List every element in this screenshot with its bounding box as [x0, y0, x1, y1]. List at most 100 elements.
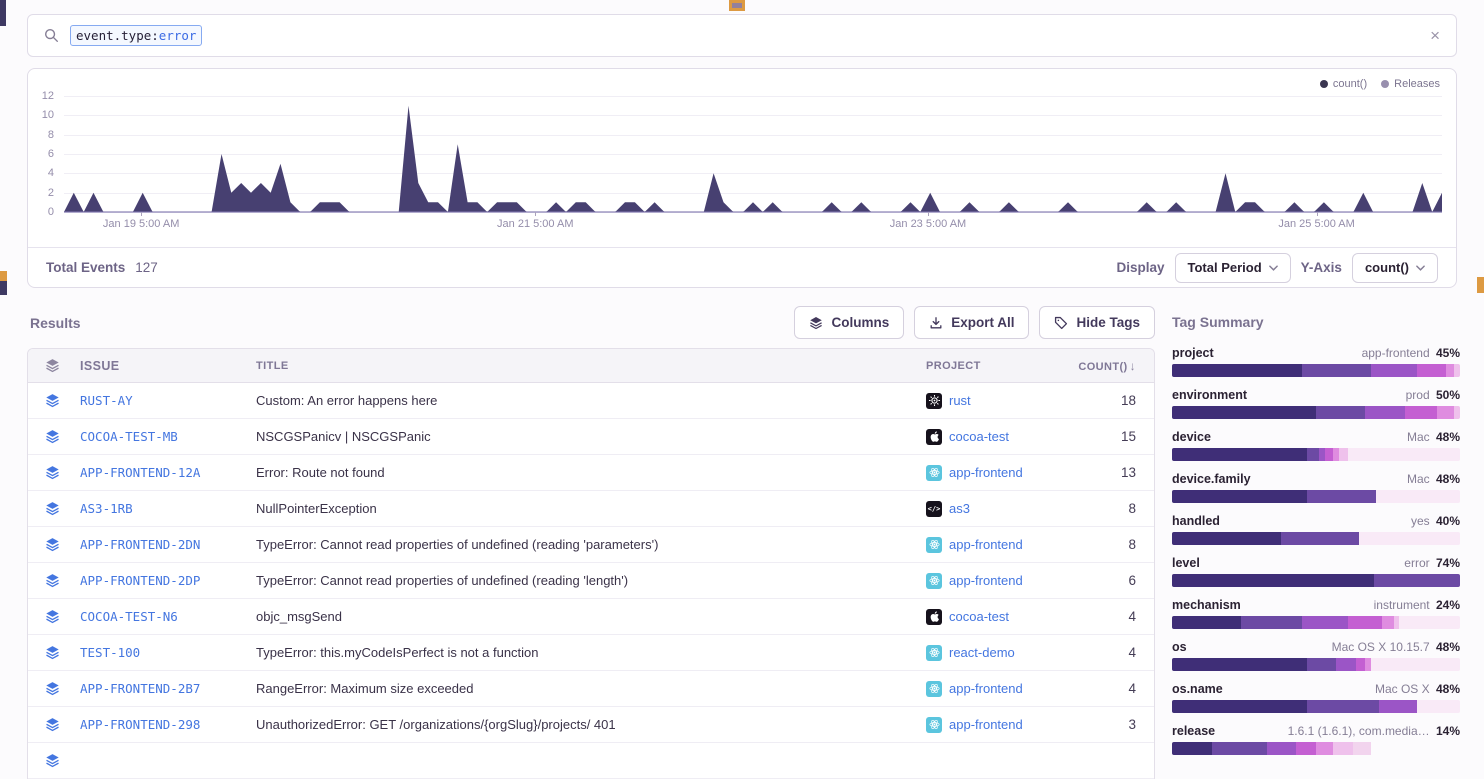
- issue-link[interactable]: APP-FRONTEND-2B7: [76, 681, 250, 696]
- tag-bar-segment[interactable]: [1172, 532, 1281, 545]
- project-link[interactable]: app-frontend: [949, 573, 1023, 588]
- tag-bar-segment[interactable]: [1307, 448, 1319, 461]
- tag-bar-segment[interactable]: [1172, 574, 1374, 587]
- tag-bar-segment[interactable]: [1172, 658, 1307, 671]
- tag-bar-segment[interactable]: [1172, 742, 1212, 755]
- hide-tags-button[interactable]: Hide Tags: [1039, 306, 1155, 339]
- table-row[interactable]: TEST-100 TypeError: this.myCodeIsPerfect…: [28, 635, 1154, 671]
- issue-link[interactable]: COCOA-TEST-MB: [76, 429, 250, 444]
- tag-bar-segment[interactable]: [1339, 448, 1348, 461]
- tag-distribution-bar[interactable]: [1172, 448, 1460, 461]
- tag-bar-segment[interactable]: [1417, 700, 1460, 713]
- table-row[interactable]: APP-FRONTEND-12A Error: Route not found …: [28, 455, 1154, 491]
- project-link[interactable]: react-demo: [949, 645, 1015, 660]
- tag-bar-segment[interactable]: [1172, 490, 1307, 503]
- issue-link[interactable]: APP-FRONTEND-2DP: [76, 573, 250, 588]
- tag-bar-segment[interactable]: [1437, 406, 1454, 419]
- export-all-button[interactable]: Export All: [914, 306, 1029, 339]
- tag-bar-segment[interactable]: [1316, 406, 1365, 419]
- tag-distribution-bar[interactable]: [1172, 364, 1460, 377]
- tag-bar-segment[interactable]: [1379, 700, 1416, 713]
- tag-bar-segment[interactable]: [1302, 616, 1348, 629]
- resize-handle-top[interactable]: [729, 0, 745, 11]
- issue-link[interactable]: COCOA-TEST-N6: [76, 609, 250, 624]
- tag-bar-segment[interactable]: [1172, 616, 1241, 629]
- tag-distribution-bar[interactable]: [1172, 406, 1460, 419]
- tag-bar-segment[interactable]: [1417, 364, 1446, 377]
- issue-link[interactable]: TEST-100: [76, 645, 250, 660]
- tag-bar-segment[interactable]: [1267, 742, 1296, 755]
- table-row[interactable]: APP-FRONTEND-2B7 RangeError: Maximum siz…: [28, 671, 1154, 707]
- project-link[interactable]: cocoa-test: [949, 609, 1009, 624]
- col-header-project[interactable]: PROJECT: [918, 360, 1058, 372]
- tag-bar-segment[interactable]: [1172, 700, 1307, 713]
- tag-bar-segment[interactable]: [1212, 742, 1267, 755]
- tag-distribution-bar[interactable]: [1172, 490, 1460, 503]
- project-link[interactable]: app-frontend: [949, 681, 1023, 696]
- resize-handle-left[interactable]: [0, 271, 7, 281]
- issue-link[interactable]: APP-FRONTEND-2DN: [76, 537, 250, 552]
- col-header-title[interactable]: TITLE: [250, 360, 918, 372]
- table-row[interactable]: APP-FRONTEND-298 UnauthorizedError: GET …: [28, 707, 1154, 743]
- table-row[interactable]: AS3-1RB NullPointerException </> as3 8: [28, 491, 1154, 527]
- tag-bar-segment[interactable]: [1241, 616, 1301, 629]
- tag-bar-segment[interactable]: [1399, 616, 1459, 629]
- table-row[interactable]: COCOA-TEST-MB NSCGSPanicv | NSCGSPanic c…: [28, 419, 1154, 455]
- tag-bar-segment[interactable]: [1348, 616, 1383, 629]
- clear-search-icon[interactable]: ×: [1430, 27, 1440, 44]
- tag-bar-segment[interactable]: [1307, 700, 1379, 713]
- issue-link[interactable]: APP-FRONTEND-298: [76, 717, 250, 732]
- tag-bar-segment[interactable]: [1316, 742, 1333, 755]
- tag-bar-segment[interactable]: [1302, 364, 1371, 377]
- issue-link[interactable]: APP-FRONTEND-12A: [76, 465, 250, 480]
- table-row[interactable]: [28, 743, 1154, 779]
- project-link[interactable]: app-frontend: [949, 537, 1023, 552]
- tag-bar-segment[interactable]: [1296, 742, 1316, 755]
- col-header-issue[interactable]: ISSUE: [76, 359, 250, 373]
- tag-bar-segment[interactable]: [1359, 532, 1460, 545]
- table-row[interactable]: RUST-AY Custom: An error happens here ru…: [28, 383, 1154, 419]
- tag-bar-segment[interactable]: [1172, 448, 1307, 461]
- tag-bar-segment[interactable]: [1371, 658, 1460, 671]
- tag-distribution-bar[interactable]: [1172, 574, 1460, 587]
- tag-distribution-bar[interactable]: [1172, 658, 1460, 671]
- tag-bar-segment[interactable]: [1307, 490, 1376, 503]
- tag-bar-segment[interactable]: [1376, 490, 1460, 503]
- tag-bar-segment[interactable]: [1307, 658, 1336, 671]
- table-row[interactable]: COCOA-TEST-N6 objc_msgSend cocoa-test 4: [28, 599, 1154, 635]
- project-link[interactable]: rust: [949, 393, 971, 408]
- tag-bar-segment[interactable]: [1172, 406, 1316, 419]
- tag-distribution-bar[interactable]: [1172, 532, 1460, 545]
- tag-bar-segment[interactable]: [1365, 406, 1405, 419]
- project-link[interactable]: as3: [949, 501, 970, 516]
- tag-bar-segment[interactable]: [1353, 742, 1370, 755]
- project-link[interactable]: app-frontend: [949, 717, 1023, 732]
- tag-bar-segment[interactable]: [1454, 406, 1460, 419]
- tag-bar-segment[interactable]: [1281, 532, 1359, 545]
- issue-link[interactable]: RUST-AY: [76, 393, 250, 408]
- tag-bar-segment[interactable]: [1371, 364, 1417, 377]
- table-row[interactable]: APP-FRONTEND-2DP TypeError: Cannot read …: [28, 563, 1154, 599]
- chart-legend[interactable]: count() Releases: [1320, 78, 1440, 90]
- legend-releases[interactable]: Releases: [1381, 78, 1440, 90]
- chart-plot-area[interactable]: [64, 96, 1442, 212]
- resize-handle-right[interactable]: [1477, 277, 1484, 293]
- tag-bar-segment[interactable]: [1446, 364, 1455, 377]
- tag-distribution-bar[interactable]: [1172, 616, 1460, 629]
- columns-button[interactable]: Columns: [794, 306, 904, 339]
- tag-bar-segment[interactable]: [1325, 448, 1334, 461]
- display-dropdown[interactable]: Total Period: [1175, 253, 1291, 283]
- search-filter-token[interactable]: event.type:error: [70, 25, 202, 46]
- issue-link[interactable]: AS3-1RB: [76, 501, 250, 516]
- col-header-count[interactable]: COUNT()↓: [1058, 359, 1154, 373]
- legend-count[interactable]: count(): [1320, 78, 1367, 90]
- tag-bar-segment[interactable]: [1333, 742, 1353, 755]
- project-link[interactable]: app-frontend: [949, 465, 1023, 480]
- project-link[interactable]: cocoa-test: [949, 429, 1009, 444]
- tag-bar-segment[interactable]: [1172, 364, 1302, 377]
- tag-bar-segment[interactable]: [1405, 406, 1437, 419]
- tag-distribution-bar[interactable]: [1172, 700, 1460, 713]
- tag-distribution-bar[interactable]: [1172, 742, 1460, 755]
- tag-bar-segment[interactable]: [1374, 574, 1460, 587]
- search-bar[interactable]: event.type:error ×: [27, 14, 1457, 57]
